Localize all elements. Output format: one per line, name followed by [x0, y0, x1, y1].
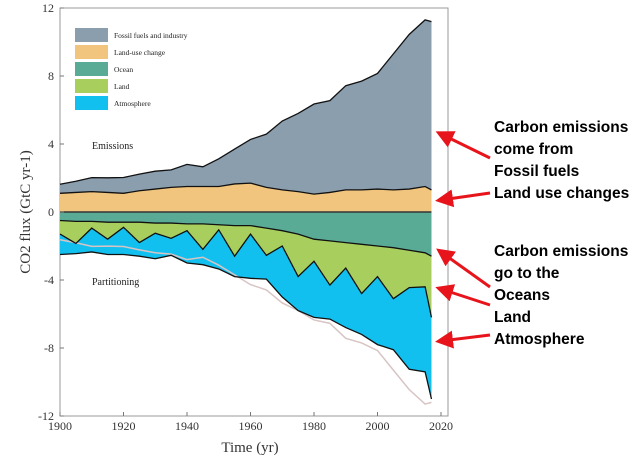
legend-label: Fossil fuels and industry	[114, 31, 188, 40]
red-arrow	[435, 330, 491, 349]
callout-line: Atmosphere	[494, 331, 585, 348]
legend-label: Land	[114, 82, 130, 91]
legend-swatch	[75, 62, 108, 76]
ocean-line	[59, 219, 432, 257]
x-tick-label: 1920	[112, 419, 136, 433]
legend-swatch	[75, 79, 108, 93]
x-tick-label: 2000	[366, 419, 390, 433]
legend-swatch	[75, 28, 108, 42]
callout-line: Fossil fuels	[494, 163, 580, 180]
x-tick-label: 1900	[48, 419, 72, 433]
atmosphere-area	[60, 227, 432, 399]
x-tick-label: 1940	[175, 419, 199, 433]
x-tick-label: 2020	[429, 419, 453, 433]
y-tick-label: -12	[38, 409, 54, 423]
y-tick-label: -8	[44, 341, 54, 355]
y-tick-label: 0	[48, 205, 54, 219]
y-tick-label: -4	[44, 273, 54, 287]
y-tick-label: 4	[48, 137, 54, 151]
emissions-label: Emissions	[92, 141, 133, 152]
y-tick-label: 12	[42, 1, 54, 15]
callout-line: Land use changes	[494, 185, 630, 202]
red-arrow	[435, 284, 491, 307]
ocean-area	[60, 212, 432, 257]
x-tick-label: 1980	[302, 419, 326, 433]
y-axis-label: CO2 flux (GtC yr-1)	[18, 150, 34, 273]
sinks-callout: Carbon emissions go to the Oceans Land A…	[494, 241, 628, 351]
legend-label: Land-use change	[114, 48, 166, 57]
x-axis-label: Time (yr)	[221, 440, 278, 456]
y-tick-label: 8	[48, 69, 54, 83]
callout-line: Land	[494, 309, 532, 326]
emissions-callout: Carbon emissions come from Fossil fuels …	[494, 117, 629, 205]
atmosphere-line	[59, 251, 433, 400]
fossil-fuels-area	[60, 19, 432, 195]
emissions-mirror-line	[59, 238, 432, 405]
red-arrow	[436, 248, 491, 289]
legend-swatch	[75, 45, 108, 59]
land-line	[59, 226, 433, 318]
red-arrow	[435, 189, 491, 208]
callout-line: Carbon emissions	[494, 119, 629, 136]
red-arrow	[435, 131, 491, 160]
callout-line: go to the	[494, 265, 560, 282]
legend-swatch	[75, 96, 108, 110]
callout-line: come from	[494, 141, 574, 158]
legend-label: Ocean	[114, 65, 133, 74]
land-area	[60, 220, 432, 318]
partitioning-label: Partitioning	[92, 277, 139, 288]
legend-label: Atmosphere	[114, 99, 151, 108]
callout-line: Oceans	[494, 287, 551, 304]
fossil-top-line	[59, 19, 432, 185]
callout-line: Carbon emissions	[494, 243, 629, 260]
land-use-change-area	[60, 183, 432, 212]
land-use-top-line	[59, 182, 432, 195]
x-tick-label: 1960	[239, 419, 263, 433]
